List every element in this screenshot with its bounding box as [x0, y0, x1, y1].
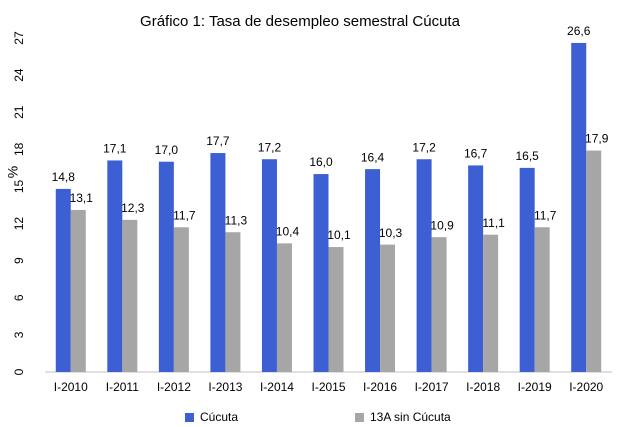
- bar: [55, 188, 71, 372]
- x-tick-label: I-2016: [363, 380, 397, 394]
- value-label: 11,1: [482, 216, 505, 230]
- value-label: 10,9: [430, 218, 454, 232]
- value-label: 17,2: [258, 140, 282, 154]
- bar: [70, 209, 86, 372]
- value-label: 10,3: [379, 226, 403, 240]
- bar: [122, 219, 138, 372]
- bar: [365, 169, 381, 372]
- bar: [468, 165, 484, 372]
- x-tick-label: I-2013: [208, 380, 242, 394]
- value-label: 17,9: [585, 132, 609, 146]
- value-label: 10,1: [327, 228, 351, 242]
- y-axis-label: %: [5, 166, 21, 178]
- y-tick-label: 24: [12, 68, 26, 82]
- value-label: 11,3: [225, 213, 248, 227]
- x-tick-label: I-2011: [106, 380, 139, 394]
- value-label: 10,4: [276, 225, 300, 239]
- bar: [431, 237, 447, 372]
- value-label: 11,7: [534, 208, 557, 222]
- x-tick-label: I-2019: [518, 380, 552, 394]
- y-tick-label: 21: [12, 105, 26, 119]
- y-tick-label: 3: [12, 331, 26, 338]
- value-label: 16,5: [516, 149, 540, 163]
- x-tick-label: I-2015: [311, 380, 345, 394]
- bar: [261, 159, 277, 372]
- bar: [483, 234, 499, 372]
- value-label: 26,6: [567, 24, 591, 38]
- value-label: 16,0: [309, 155, 333, 169]
- bar: [328, 247, 344, 372]
- legend-label: Cúcuta: [200, 410, 238, 424]
- bar: [276, 243, 292, 372]
- y-tick-label: 18: [12, 142, 26, 156]
- value-label: 17,0: [155, 143, 179, 157]
- y-tick-label: 15: [12, 179, 26, 193]
- x-tick-label: I-2012: [157, 380, 191, 394]
- chart-title: Gráfico 1: Tasa de desempleo semestral C…: [140, 13, 461, 30]
- value-label: 13,1: [70, 191, 94, 205]
- x-tick-label: I-2014: [260, 380, 294, 394]
- legend-swatch: [355, 413, 364, 422]
- y-tick-label: 12: [12, 217, 26, 231]
- bar: [158, 161, 174, 372]
- x-tick-label: I-2017: [415, 380, 449, 394]
- value-label: 17,2: [412, 140, 436, 154]
- bar: [313, 174, 329, 372]
- y-tick-label: 27: [12, 31, 26, 45]
- legend-label: 13A sin Cúcuta: [370, 410, 451, 424]
- bar: [519, 167, 535, 372]
- y-tick-label: 9: [12, 257, 26, 264]
- value-label: 11,7: [173, 208, 196, 222]
- bar: [225, 232, 241, 372]
- value-label: 14,8: [52, 170, 76, 184]
- value-label: 16,7: [464, 147, 488, 161]
- value-label: 12,3: [121, 201, 145, 215]
- value-label: 17,7: [206, 134, 230, 148]
- bar: [173, 227, 189, 372]
- x-tick-label: I-2010: [54, 380, 88, 394]
- x-tick-label: I-2020: [569, 380, 603, 394]
- x-tick-label: I-2018: [466, 380, 500, 394]
- bar: [107, 160, 123, 372]
- y-tick-label: 0: [12, 368, 26, 375]
- value-label: 17,1: [103, 142, 127, 156]
- value-label: 16,4: [361, 150, 385, 164]
- legend-swatch: [185, 413, 194, 422]
- bar: [571, 42, 587, 372]
- bar: [534, 227, 550, 372]
- bar: [416, 159, 432, 372]
- bar: [586, 150, 602, 372]
- y-tick-label: 6: [12, 294, 26, 301]
- bar: [210, 153, 226, 372]
- bar: [380, 244, 396, 372]
